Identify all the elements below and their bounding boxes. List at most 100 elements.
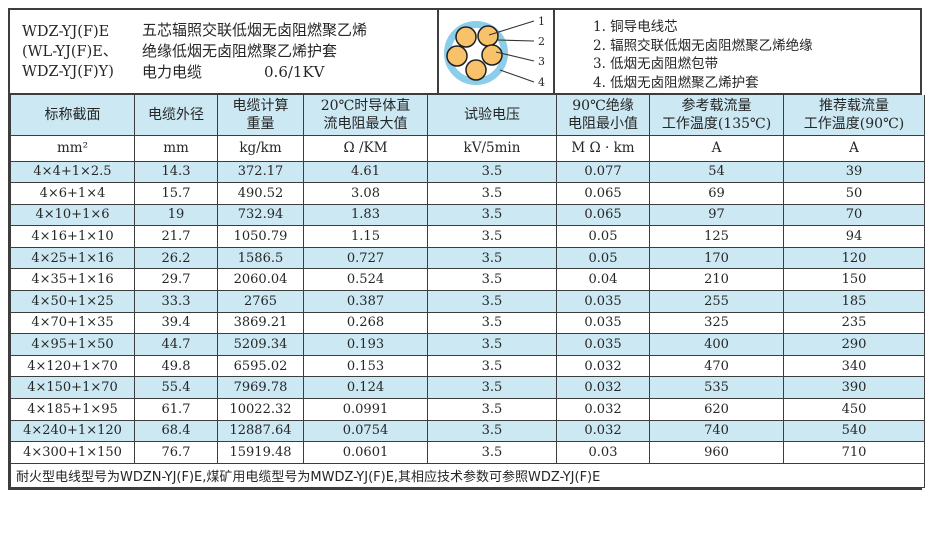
- cell-5-0: 4×35+1×16: [10, 268, 135, 292]
- table-row: 4×35+1×16 29.7 2060.04 0.524 3.5 0.04 210 150: [10, 268, 925, 292]
- table-body: 4×4+1×2.5 14.3 372.17 4.61 3.5 0.077 54 39 4×6+1…: [10, 160, 925, 464]
- cell-3-4: 3.5: [427, 225, 557, 248]
- table-row: 4×120+1×70 49.8 6595.02 0.153 3.5 0.032 470 340: [10, 354, 925, 378]
- cell-13-0: 4×300+1×150: [10, 441, 135, 464]
- table-row: 4×95+1×50 44.7 5209.34 0.193 3.5 0.035 400 290: [10, 333, 925, 356]
- table-foot: 耐火型电线型号为WDZN-YJ(F)E,煤矿用电缆型号为MWDZ-YJ(F)E,…: [10, 462, 925, 488]
- cell-9-5: 0.032: [556, 354, 650, 378]
- cell-8-0: 4×95+1×50: [10, 333, 135, 356]
- cell-12-5: 0.032: [556, 419, 650, 443]
- legend-item: 3. 低烟无卤阻燃包带: [593, 56, 719, 72]
- cell-4-1: 26.2: [134, 246, 218, 270]
- table-row: 4×6+1×4 15.7 490.52 3.08 3.5 0.065 69 50: [10, 182, 925, 205]
- cell-6-6: 255: [649, 290, 784, 313]
- callout-number: 4: [538, 76, 545, 89]
- col-header-3: 20℃时导体直 流电阻最大值: [303, 95, 428, 136]
- cell-10-5: 0.032: [556, 376, 650, 400]
- cell-12-2: 12887.64: [217, 419, 304, 443]
- cell-9-2: 6595.02: [217, 354, 304, 378]
- unit-cell-0: mm²: [10, 134, 135, 162]
- table-row: 4×4+1×2.5 14.3 372.17 4.61 3.5 0.077 54 39: [10, 160, 925, 184]
- table-head: 标称截面 电缆外径 电缆计算 重量 20℃时导体直 流电阻最大值 试验电压 90℃绝缘 电阻最小…: [10, 95, 925, 162]
- cell-7-2: 3869.21: [217, 311, 304, 335]
- legend-item: 2. 辐照交联低烟无卤阻燃聚乙烯绝缘: [593, 37, 813, 54]
- cell-4-3: 0.727: [303, 246, 428, 270]
- cell-2-4: 3.5: [427, 203, 557, 227]
- cell-11-2: 10022.32: [217, 398, 304, 421]
- cell-7-1: 39.4: [134, 311, 218, 335]
- model-name-line: WDZ-YJ(F)E: [22, 23, 110, 40]
- cell-0-7: 39: [783, 160, 925, 184]
- cell-2-5: 0.065: [556, 203, 650, 227]
- footnote-text: 耐火型电线型号为WDZN-YJ(F)E,煤矿用电缆型号为MWDZ-YJ(F)E,…: [10, 462, 925, 488]
- cable-cross-section-diagram: 1 2 3 4: [437, 10, 555, 93]
- cell-6-0: 4×50+1×25: [10, 290, 135, 313]
- cell-1-1: 15.7: [134, 182, 218, 205]
- callout-number: 3: [538, 55, 545, 68]
- cell-7-0: 4×70+1×35: [10, 311, 135, 335]
- cell-13-4: 3.5: [427, 441, 557, 464]
- cell-11-0: 4×185+1×95: [10, 398, 135, 421]
- cell-9-4: 3.5: [427, 354, 557, 378]
- cell-5-1: 29.7: [134, 268, 218, 292]
- table-row: 4×25+1×16 26.2 1586.5 0.727 3.5 0.05 170 120: [10, 246, 925, 270]
- cell-2-2: 732.94: [217, 203, 304, 227]
- cell-3-6: 125: [649, 225, 784, 248]
- table-row: 4×50+1×25 33.3 2765 0.387 3.5 0.035 255 185: [10, 290, 925, 313]
- cell-1-6: 69: [649, 182, 784, 205]
- callout-number: 1: [538, 15, 545, 28]
- cell-3-0: 4×16+1×10: [10, 225, 135, 248]
- cell-13-5: 0.03: [556, 441, 650, 464]
- footnote-row: 耐火型电线型号为WDZN-YJ(F)E,煤矿用电缆型号为MWDZ-YJ(F)E,…: [10, 462, 925, 488]
- cell-1-0: 4×6+1×4: [10, 182, 135, 205]
- cell-1-2: 490.52: [217, 182, 304, 205]
- cell-9-7: 340: [783, 354, 925, 378]
- cell-8-1: 44.7: [134, 333, 218, 356]
- cell-0-3: 4.61: [303, 160, 428, 184]
- col-header-6: 参考载流量 工作温度(135℃): [649, 95, 784, 136]
- cell-0-1: 14.3: [134, 160, 218, 184]
- cell-3-3: 1.15: [303, 225, 428, 248]
- cell-1-3: 3.08: [303, 182, 428, 205]
- legend-item: 4. 低烟无卤阻燃聚乙烯护套: [593, 74, 759, 91]
- cell-2-0: 4×10+1×6: [10, 203, 135, 227]
- cell-7-7: 235: [783, 311, 925, 335]
- table-row: 4×10+1×6 19 732.94 1.83 3.5 0.065 97 70: [10, 203, 925, 227]
- cell-2-7: 70: [783, 203, 925, 227]
- cell-7-4: 3.5: [427, 311, 557, 335]
- table-row: 4×300+1×150 76.7 15919.48 0.0601 3.5 0.03 960 7…: [10, 441, 925, 464]
- cell-12-4: 3.5: [427, 419, 557, 443]
- cell-5-3: 0.524: [303, 268, 428, 292]
- cell-8-6: 400: [649, 333, 784, 356]
- cell-2-3: 1.83: [303, 203, 428, 227]
- core-circle: [465, 59, 487, 81]
- cell-11-5: 0.032: [556, 398, 650, 421]
- cell-3-7: 94: [783, 225, 925, 248]
- cell-4-0: 4×25+1×16: [10, 246, 135, 270]
- cell-11-4: 3.5: [427, 398, 557, 421]
- cell-12-6: 740: [649, 419, 784, 443]
- unit-cell-2: kg/km: [217, 134, 304, 162]
- cell-13-2: 15919.48: [217, 441, 304, 464]
- cell-3-2: 1050.79: [217, 225, 304, 248]
- description-line: 绝缘低烟无卤阻燃聚乙烯护套: [142, 42, 338, 60]
- cell-8-7: 290: [783, 333, 925, 356]
- callout-line: [495, 51, 535, 62]
- table-row: 4×240+1×120 68.4 12887.64 0.0754 3.5 0.032 740…: [10, 419, 925, 443]
- cell-10-6: 535: [649, 376, 784, 400]
- cell-13-1: 76.7: [134, 441, 218, 464]
- model-names: WDZ-YJ(F)E (WL-YJ(F)E、 WDZ-YJ(F)Y): [22, 22, 134, 82]
- cell-5-7: 150: [783, 268, 925, 292]
- col-header-4: 试验电压: [427, 95, 557, 136]
- header-section: WDZ-YJ(F)E (WL-YJ(F)E、 WDZ-YJ(F)Y) 五芯辐照交…: [10, 10, 920, 95]
- table-row: 4×16+1×10 21.7 1050.79 1.15 3.5 0.05 125 94: [10, 225, 925, 248]
- cell-8-4: 3.5: [427, 333, 557, 356]
- cell-6-5: 0.035: [556, 290, 650, 313]
- description-line: 五芯辐照交联低烟无卤阻燃聚乙烯: [142, 21, 368, 39]
- cell-0-6: 54: [649, 160, 784, 184]
- datasheet: WDZ-YJ(F)E (WL-YJ(F)E、 WDZ-YJ(F)Y) 五芯辐照交…: [8, 8, 925, 490]
- cell-4-5: 0.05: [556, 246, 650, 270]
- header-row: 标称截面 电缆外径 电缆计算 重量 20℃时导体直 流电阻最大值 试验电压 90℃绝缘 电阻最小…: [10, 95, 925, 136]
- col-header-5: 90℃绝缘 电阻最小值: [556, 95, 650, 136]
- voltage-rating: 0.6/1KV: [264, 63, 325, 81]
